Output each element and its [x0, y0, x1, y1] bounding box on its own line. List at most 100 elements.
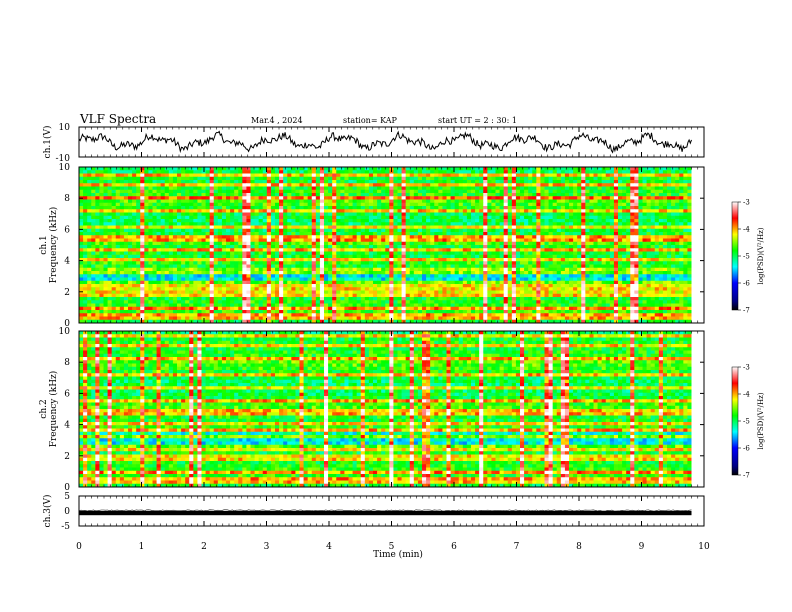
- spectrogram-cell: [319, 173, 325, 178]
- spectrogram-cell: [454, 212, 460, 217]
- spectrogram-cell: [650, 180, 656, 184]
- spectrogram-cell: [213, 235, 219, 239]
- spectrogram-cell: [132, 202, 137, 207]
- spectrogram-cell: [262, 189, 268, 194]
- spectrogram-cell: [164, 228, 170, 233]
- spectrogram-cell: [99, 209, 104, 213]
- spectrogram-cell: [356, 228, 362, 233]
- spectrogram-cell: [434, 235, 439, 239]
- spectrogram-cell: [622, 199, 627, 204]
- spectrogram-cell: [560, 254, 566, 259]
- spectrogram-cell: [630, 183, 635, 187]
- spectrogram-cell: [352, 212, 358, 217]
- spectrogram-cell: [662, 219, 668, 223]
- spectrogram-cell: [564, 186, 570, 191]
- spectrogram-cell: [462, 271, 468, 275]
- spectrogram-cell: [687, 264, 692, 269]
- spectrogram-cell: [650, 215, 656, 220]
- spectrogram-cell: [658, 235, 664, 239]
- spectrogram-cell: [581, 193, 586, 197]
- spectrogram-cell: [495, 248, 501, 252]
- spectrogram-cell: [642, 232, 648, 236]
- spectrogram-cell: [507, 258, 513, 262]
- spectrogram-cell: [258, 251, 264, 256]
- spectrogram-cell: [87, 206, 92, 210]
- spectrogram-cell: [528, 232, 533, 236]
- spectrogram-cell: [434, 248, 439, 252]
- spectrogram-cell: [597, 193, 603, 197]
- spectrogram-cell: [483, 170, 488, 174]
- spectrogram-cell: [238, 241, 243, 246]
- spectrogram-cell: [156, 274, 162, 278]
- spectrogram-cell: [569, 271, 574, 275]
- spectrogram-cell: [634, 261, 639, 265]
- spectrogram-cell: [319, 232, 325, 236]
- spectrogram-cell: [503, 199, 509, 204]
- spectrogram-cell: [197, 173, 202, 178]
- spectrogram-cell: [528, 206, 533, 210]
- spectrogram-cell: [544, 241, 550, 246]
- spectrogram-cell: [352, 264, 358, 269]
- spectrogram-cell: [475, 167, 480, 171]
- spectrogram-cell: [569, 212, 574, 217]
- spectrogram-cell: [520, 183, 525, 187]
- spectrogram-cell: [315, 212, 321, 217]
- spectrogram-cell: [454, 261, 460, 265]
- spectrogram-cell: [650, 241, 656, 246]
- spectrogram-cell: [385, 202, 390, 207]
- spectrogram-cell: [552, 235, 558, 239]
- spectrogram-cell: [609, 251, 615, 256]
- spectrogram-cell: [177, 264, 182, 269]
- spectrogram-cell: [213, 271, 219, 275]
- spectrogram-cell: [295, 215, 300, 220]
- spectrogram-cell: [328, 232, 333, 236]
- spectrogram-cell: [315, 245, 321, 249]
- spectrogram-cell: [544, 215, 550, 220]
- spectrogram-cell: [352, 186, 358, 191]
- spectrogram-cell: [111, 173, 117, 178]
- spectrogram-cell: [393, 261, 398, 265]
- spectrogram-cell: [319, 219, 325, 223]
- spectrogram-cell: [483, 264, 488, 269]
- spectrogram-cell: [152, 264, 158, 269]
- spectrogram-cell: [573, 183, 578, 187]
- spectrogram-cell: [450, 180, 456, 184]
- spectrogram-cell: [622, 170, 627, 174]
- spectrogram-cell: [279, 206, 284, 210]
- spectrogram-cell: [79, 215, 84, 220]
- spectrogram-cell: [226, 222, 231, 226]
- spectrogram-cell: [458, 251, 464, 256]
- spectrogram-cell: [303, 258, 309, 262]
- spectrogram-cell: [417, 183, 423, 187]
- spectrogram-cell: [650, 245, 656, 249]
- spectrogram-cell: [487, 222, 492, 226]
- spectrogram-cell: [144, 264, 149, 269]
- spectrogram-cell: [103, 232, 109, 236]
- spectrogram-cell: [581, 215, 586, 220]
- spectrogram-cell: [103, 235, 109, 239]
- spectrogram-cell: [597, 245, 603, 249]
- spectrogram-cell: [230, 186, 235, 191]
- spectrogram-cell: [475, 245, 480, 249]
- spectrogram-cell: [279, 209, 284, 213]
- spectrogram-cell: [377, 202, 382, 207]
- spectrogram-cell: [348, 193, 354, 197]
- spectrogram-cell: [107, 186, 113, 191]
- spectrogram-cell: [356, 215, 362, 220]
- spectrogram-cell: [413, 232, 419, 236]
- spectrogram-cell: [654, 180, 660, 184]
- spectrogram-cell: [401, 232, 407, 236]
- spectrogram-cell: [213, 176, 219, 181]
- spectrogram-cell: [111, 267, 117, 272]
- spectrogram-cell: [397, 258, 403, 262]
- spectrogram-cell: [597, 241, 603, 246]
- spectrogram-cell: [91, 222, 96, 226]
- spectrogram-cell: [417, 202, 423, 207]
- spectrogram-cell: [160, 189, 166, 194]
- spectrogram-cell: [373, 215, 378, 220]
- spectrogram-cell: [679, 228, 684, 233]
- spectrogram-cell: [123, 261, 129, 265]
- spectrogram-cell: [450, 235, 456, 239]
- spectrogram-cell: [507, 215, 513, 220]
- spectrogram-cell: [246, 251, 251, 256]
